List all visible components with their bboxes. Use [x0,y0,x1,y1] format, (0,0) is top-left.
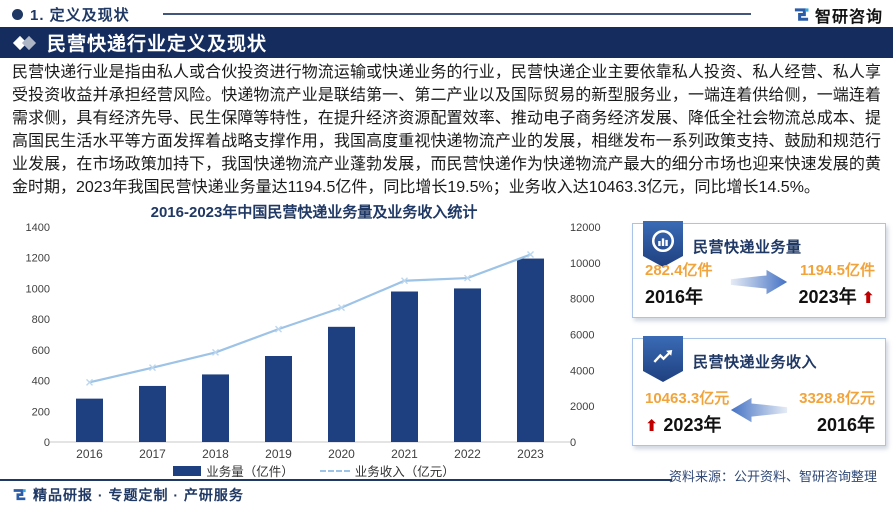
header-rule [163,13,751,15]
svg-text:0: 0 [44,437,50,449]
intro-paragraph: 民营快递行业是指由私人或合伙投资进行物流运输或快递业务的行业，民营快递企业主要依… [12,64,881,196]
svg-text:2022: 2022 [454,447,481,461]
svg-text:2021: 2021 [391,447,418,461]
stat-value: 3328.8亿元 [799,390,875,407]
bar-chart-badge-icon [643,221,683,267]
svg-text:2017: 2017 [139,447,166,461]
footer-rule [0,479,672,481]
up-arrow-icon: ⬆ [645,418,659,435]
brand-logo-text: 智研咨询 [814,9,883,26]
card-body: 10463.3亿元 ⬆ 2023年 3328.8亿元 2016年 [633,387,885,435]
svg-text:2019: 2019 [265,447,292,461]
stat-from: 3328.8亿元 2016年 [770,387,875,437]
svg-text:200: 200 [32,406,50,418]
svg-text:1400: 1400 [26,222,50,234]
chart-title: 2016-2023年中国民营快递业务量及业务收入统计 [150,204,478,221]
section-label: 1. 定义及现状 [30,7,130,24]
title-banner: 民营快递行业定义及现状 [0,27,893,58]
svg-text:1000: 1000 [26,283,50,295]
footer-text: 精品研报 · 专题定制 · 产研服务 [33,487,244,503]
svg-text:400: 400 [32,376,50,388]
stat-value: 282.4亿件 [645,262,713,279]
stat-to: 1194.5亿件 2023年 ⬆ [770,259,875,309]
card-body: 282.4亿件 2016年 1194.5亿件 2023年 ⬆ [633,259,885,307]
up-arrow-icon: ⬆ [861,290,875,307]
stat-year: 2023年 ⬆ [798,287,875,307]
left-arrow-icon [730,397,788,423]
right-arrow-icon [730,269,788,295]
stat-year: ⬆ 2023年 [645,415,722,435]
svg-text:600: 600 [32,345,50,357]
zhiyan-logo-icon [13,488,26,500]
card-title: 民营快递业务收入 [693,354,818,371]
svg-text:8000: 8000 [570,294,594,306]
legend-item: 业务收入（亿元） [319,461,455,480]
svg-text:1200: 1200 [26,253,50,265]
bar-legend-marker [173,465,202,476]
svg-text:10000: 10000 [570,258,601,270]
legend-item: 业务量（亿件） [173,461,294,480]
card-title: 民营快递业务量 [693,239,802,256]
stat-year: 2016年 [645,287,704,307]
source-note: 资料来源：公开资料、智研咨询整理 [668,469,877,484]
stat-value: 1194.5亿件 [799,262,875,279]
stat-year: 2016年 [816,415,875,435]
svg-text:800: 800 [32,314,50,326]
svg-text:2023: 2023 [517,447,544,461]
brand-logo: 智研咨询 [793,3,883,27]
stat-card-revenue: 民营快递业务收入 10463.3亿元 ⬆ 2023年 3328.8亿元 2016… [632,336,886,446]
stat-card-volume: 民营快递业务量 282.4亿件 2016年 1194.5亿件 2023年 ⬆ [632,221,886,318]
double-diamond-icon [12,34,39,52]
line-chart-badge-icon [643,336,683,382]
svg-text:4000: 4000 [570,365,594,377]
stat-from: 282.4亿件 2016年 [645,259,750,309]
chart-legend: 业务量（亿件） 业务收入（亿元） [10,461,618,480]
legend-label: 业务量（亿件） [206,465,294,479]
svg-text:2016: 2016 [76,447,103,461]
svg-text:2020: 2020 [328,447,355,461]
svg-text:2000: 2000 [570,401,594,413]
combo-chart: 0 200 400 600 800 1000 1200 1400 0 2000 4000 6000 80… [26,222,601,461]
banner-title: 民营快递行业定义及现状 [47,34,268,55]
stat-value: 10463.3亿元 [645,390,730,407]
page-footer: 精品研报 · 专题定制 · 产研服务 [12,485,244,505]
svg-text:0: 0 [570,437,576,449]
svg-text:6000: 6000 [570,330,594,342]
svg-text:12000: 12000 [570,222,601,234]
bullet-icon [12,9,23,20]
legend-label: 业务收入（亿元） [354,465,455,479]
section-header: 1. 定义及现状 [12,4,130,25]
line-legend-marker [319,469,350,472]
zhiyan-logo-icon [794,7,809,21]
page-header: 1. 定义及现状 智研咨询 [0,0,893,27]
svg-text:2018: 2018 [202,447,229,461]
chart-panel: 2016-2023年中国民营快递业务量及业务收入统计 0 200 400 600 800… [10,201,618,479]
stat-to: 10463.3亿元 ⬆ 2023年 [645,387,750,437]
